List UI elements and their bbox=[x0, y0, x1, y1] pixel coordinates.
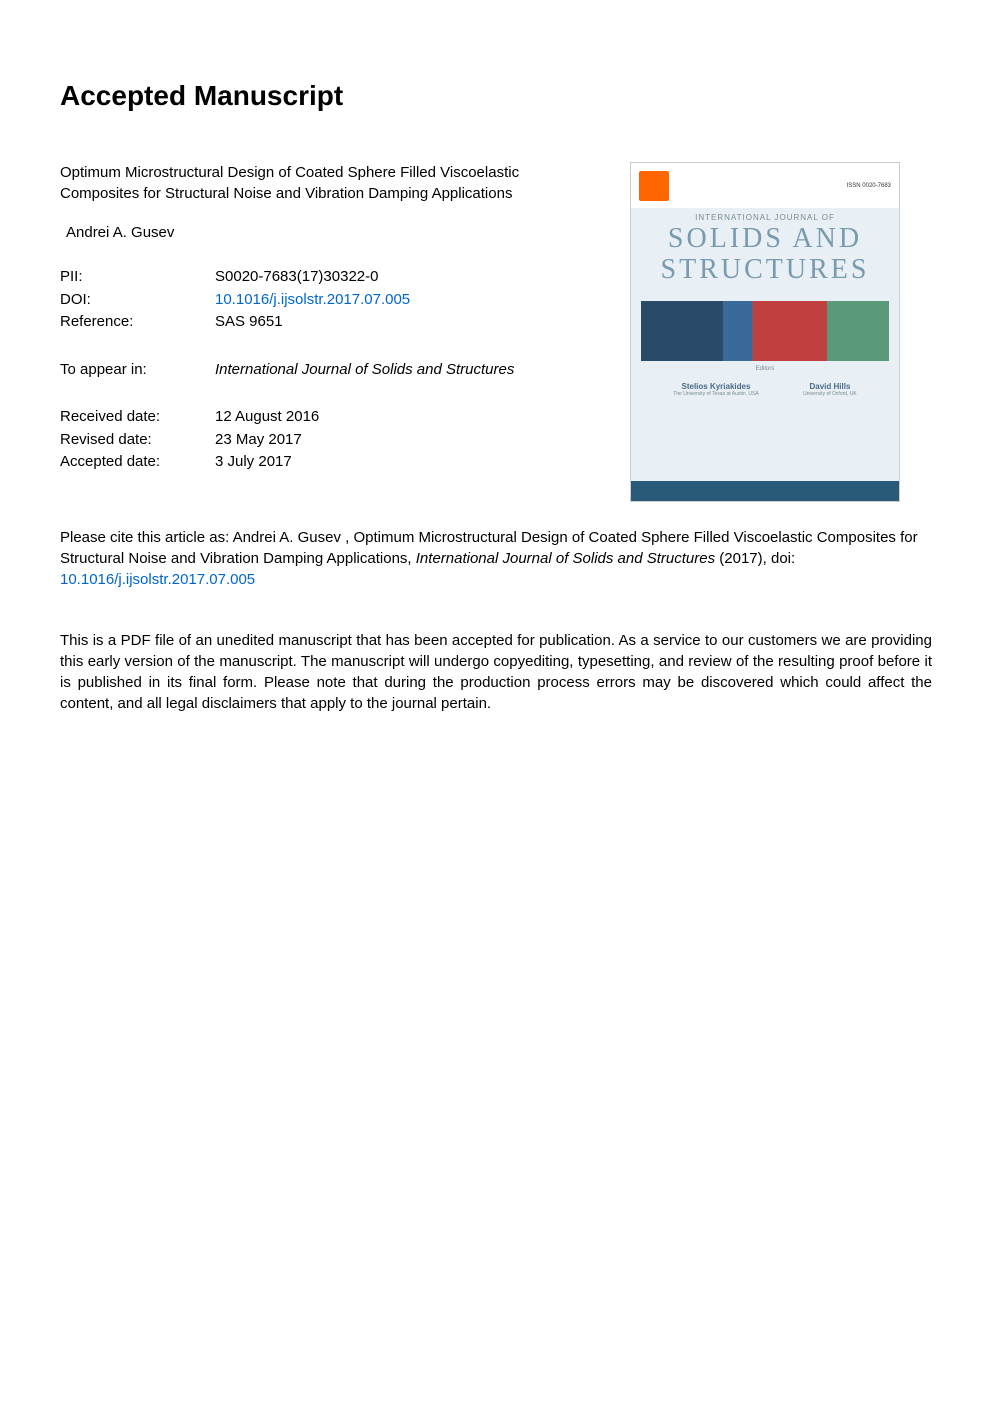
meta-value-reference: SAS 9651 bbox=[215, 311, 283, 334]
citation-year-doi-label: (2017), doi: bbox=[715, 550, 795, 567]
meta-row-appear-in: To appear in: International Journal of S… bbox=[60, 359, 600, 382]
cover-editors-label: Editors bbox=[631, 366, 899, 372]
content-area: Optimum Microstructural Design of Coated… bbox=[60, 162, 932, 502]
meta-label-reference: Reference: bbox=[60, 311, 215, 334]
meta-table-1: PII: S0020-7683(17)30322-0 DOI: 10.1016/… bbox=[60, 266, 600, 334]
meta-value-revised: 23 May 2017 bbox=[215, 429, 302, 452]
citation-doi-link[interactable]: 10.1016/j.ijsolstr.2017.07.005 bbox=[60, 571, 255, 588]
cover-editor-2-name: David Hills bbox=[803, 382, 857, 391]
article-author: Andrei A. Gusev bbox=[60, 224, 600, 241]
cover-top-bar: ISSN 0020-7683 bbox=[631, 163, 899, 208]
meta-row-reference: Reference: SAS 9651 bbox=[60, 311, 600, 334]
meta-row-pii: PII: S0020-7683(17)30322-0 bbox=[60, 266, 600, 289]
cover-image-area bbox=[641, 301, 889, 361]
cover-bottom-bar bbox=[631, 481, 899, 501]
cover-editor-1-affil: The University of Texas at Austin, USA bbox=[673, 391, 759, 397]
cover-journal-title: SOLIDS AND STRUCTURES bbox=[631, 224, 899, 286]
cover-editor-2-affil: University of Oxford, UK bbox=[803, 391, 857, 397]
cover-journal-label: INTERNATIONAL JOURNAL OF bbox=[631, 213, 899, 222]
meta-label-pii: PII: bbox=[60, 266, 215, 289]
meta-row-accepted: Accepted date: 3 July 2017 bbox=[60, 451, 600, 474]
journal-cover-thumbnail: ISSN 0020-7683 INTERNATIONAL JOURNAL OF … bbox=[630, 162, 900, 502]
elsevier-logo-icon bbox=[639, 171, 669, 201]
meta-label-revised: Revised date: bbox=[60, 429, 215, 452]
right-column: ISSN 0020-7683 INTERNATIONAL JOURNAL OF … bbox=[630, 162, 900, 502]
cover-editors: Stelios Kyriakides The University of Tex… bbox=[631, 382, 899, 397]
meta-value-doi-link[interactable]: 10.1016/j.ijsolstr.2017.07.005 bbox=[215, 289, 410, 312]
meta-label-appear-in: To appear in: bbox=[60, 359, 215, 382]
meta-label-received: Received date: bbox=[60, 406, 215, 429]
meta-table-2: To appear in: International Journal of S… bbox=[60, 359, 600, 382]
disclaimer-text: This is a PDF file of an unedited manusc… bbox=[60, 630, 932, 714]
citation-block: Please cite this article as: Andrei A. G… bbox=[60, 527, 932, 590]
cover-editor-1: Stelios Kyriakides The University of Tex… bbox=[673, 382, 759, 397]
meta-value-pii: S0020-7683(17)30322-0 bbox=[215, 266, 378, 289]
meta-row-doi: DOI: 10.1016/j.ijsolstr.2017.07.005 bbox=[60, 289, 600, 312]
meta-value-received: 12 August 2016 bbox=[215, 406, 319, 429]
meta-row-revised: Revised date: 23 May 2017 bbox=[60, 429, 600, 452]
cover-editor-1-name: Stelios Kyriakides bbox=[673, 382, 759, 391]
cover-editor-2: David Hills University of Oxford, UK bbox=[803, 382, 857, 397]
meta-row-received: Received date: 12 August 2016 bbox=[60, 406, 600, 429]
meta-table-3: Received date: 12 August 2016 Revised da… bbox=[60, 406, 600, 474]
meta-label-doi: DOI: bbox=[60, 289, 215, 312]
cover-title-line1: SOLIDS AND bbox=[631, 224, 899, 255]
cover-title-line2: STRUCTURES bbox=[631, 255, 899, 286]
citation-journal: International Journal of Solids and Stru… bbox=[416, 550, 715, 567]
meta-value-accepted: 3 July 2017 bbox=[215, 451, 292, 474]
meta-label-accepted: Accepted date: bbox=[60, 451, 215, 474]
page-heading: Accepted Manuscript bbox=[60, 80, 932, 112]
left-column: Optimum Microstructural Design of Coated… bbox=[60, 162, 600, 502]
cover-issn: ISSN 0020-7683 bbox=[847, 183, 891, 189]
article-title: Optimum Microstructural Design of Coated… bbox=[60, 162, 600, 204]
meta-value-appear-in: International Journal of Solids and Stru… bbox=[215, 359, 514, 382]
